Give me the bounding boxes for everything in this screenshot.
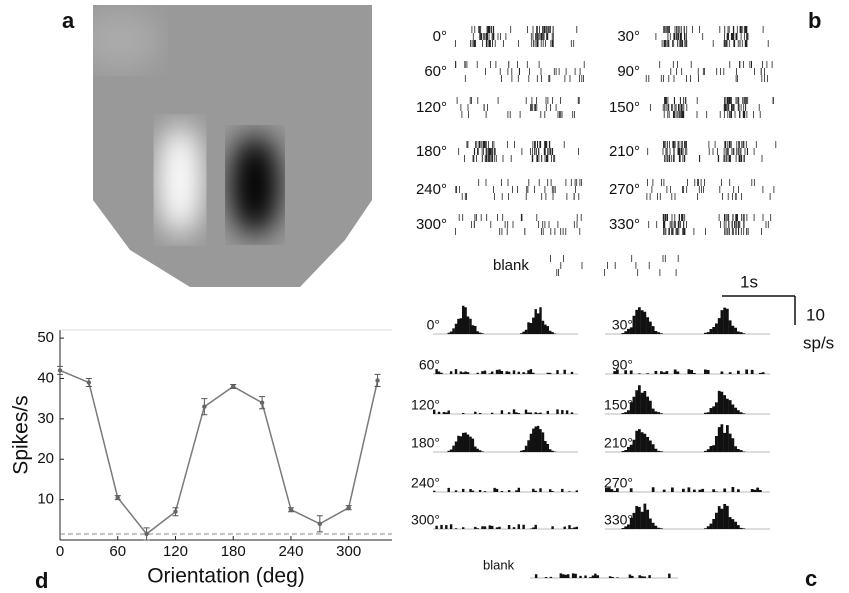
data-point — [288, 507, 294, 512]
raster-spikes — [455, 214, 582, 235]
raster-spikes — [456, 97, 580, 118]
raster-blank-label: blank — [493, 257, 529, 274]
psth-bars — [621, 424, 746, 452]
raster-spikes — [648, 214, 772, 235]
raster-label: 0° — [433, 28, 447, 45]
x-tick-label: 60 — [109, 543, 126, 560]
raster-label: 30° — [617, 28, 640, 45]
raster-spikes — [455, 26, 578, 47]
scale-rate: 10 — [806, 305, 825, 324]
x-tick-label: 120 — [163, 543, 188, 560]
psth-bars — [433, 409, 574, 414]
raster-spikes — [455, 61, 585, 82]
raster-spikes — [458, 141, 579, 162]
raster-label: 300° — [416, 216, 447, 233]
psth-bars — [613, 369, 765, 374]
raster-label: 180° — [416, 143, 447, 160]
raster-spikes — [645, 61, 773, 82]
raster-label: 240° — [416, 181, 447, 198]
psth-label: 30° — [612, 317, 633, 333]
data-point — [144, 531, 149, 537]
x-axis-label: Orientation (deg) — [147, 565, 305, 588]
psth-label: 240° — [411, 475, 440, 491]
psth-label: 0° — [427, 317, 440, 333]
psth-bars — [435, 369, 574, 374]
psth-bars — [433, 487, 579, 492]
x-tick-label: 0 — [56, 543, 64, 560]
y-tick-label: 30 — [37, 410, 54, 427]
data-point — [57, 368, 63, 373]
psth-bars — [435, 524, 579, 529]
psth-bars — [447, 425, 557, 452]
psth-label: 60° — [419, 357, 440, 373]
data-point — [346, 505, 351, 510]
psth-bars — [447, 305, 557, 334]
raster-spikes — [650, 97, 774, 118]
raster-spikes — [455, 179, 582, 200]
psth-label: 330° — [604, 512, 633, 528]
y-tick-label: 50 — [37, 329, 54, 346]
y-tick-label: 40 — [37, 369, 54, 386]
y-tick-label: 20 — [37, 450, 54, 467]
psth-label: 120° — [411, 397, 440, 413]
raster-spikes — [550, 255, 679, 276]
psth-bars — [621, 307, 746, 334]
y-tick-label: 10 — [37, 491, 54, 508]
data-point — [375, 378, 380, 383]
raster-label: 330° — [609, 216, 640, 233]
y-axis-label: Spikes/s — [10, 395, 33, 474]
raster-label: 120° — [416, 99, 447, 116]
panel-label: d — [35, 568, 48, 593]
psth-bars — [621, 385, 746, 414]
psth-label: 90° — [612, 357, 633, 373]
panel-label: a — [62, 8, 75, 33]
data-point — [202, 404, 207, 409]
x-tick-label: 240 — [278, 543, 303, 560]
tuning-line — [59, 369, 379, 535]
psth-bars — [621, 503, 746, 529]
raster-label: 90° — [617, 63, 640, 80]
data-point — [115, 495, 120, 500]
receptive-field — [93, 5, 372, 287]
psth-blank-label: blank — [483, 557, 515, 572]
psth-label: 270° — [604, 475, 633, 491]
scale-rate-unit: sp/s — [803, 333, 834, 352]
data-point — [173, 509, 178, 514]
x-tick-label: 180 — [221, 543, 246, 560]
raster-spikes — [655, 26, 769, 47]
data-point — [86, 380, 92, 385]
panel-label: b — [808, 8, 821, 33]
psth-label: 210° — [604, 435, 633, 451]
raster-label: 60° — [424, 63, 447, 80]
scale-time: 1s — [740, 272, 758, 291]
data-point — [231, 384, 236, 389]
raster-label: 270° — [609, 181, 640, 198]
data-point — [259, 400, 265, 405]
x-tick-label: 300 — [336, 543, 361, 560]
raster-label: 150° — [609, 99, 640, 116]
raster-spikes — [646, 179, 775, 200]
psth-bars — [534, 573, 671, 578]
psth-label: 300° — [411, 512, 440, 528]
psth-bars — [605, 487, 762, 492]
panel-label: c — [805, 566, 817, 591]
psth-label: 150° — [604, 397, 633, 413]
raster-label: 210° — [609, 143, 640, 160]
raster-spikes — [647, 141, 777, 162]
data-point — [317, 521, 323, 527]
psth-label: 180° — [411, 435, 440, 451]
